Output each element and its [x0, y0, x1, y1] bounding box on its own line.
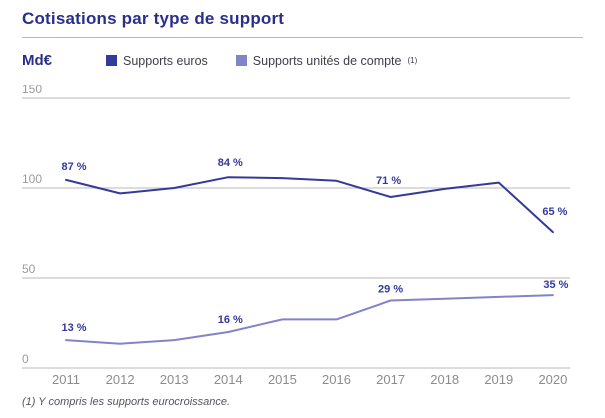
x-tick-label-2018: 2018	[430, 372, 459, 387]
x-tick-label-2016: 2016	[322, 372, 351, 387]
x-tick-label-2013: 2013	[160, 372, 189, 387]
legend-swatch-uc-icon	[235, 55, 247, 66]
x-tick-label-2019: 2019	[484, 372, 513, 387]
legend-swatch-euros-icon	[106, 55, 117, 66]
legend-label: Supports euros	[123, 53, 208, 68]
page-title: Cotisations par type de support	[22, 9, 285, 28]
point-label-1-2020: 35 %	[543, 279, 568, 291]
line-chart: 0 50 100 150 2011 2012 2013 2014 2015 2016 2017 201…	[0, 82, 605, 397]
legend: Supports euros Supports unités de compte…	[106, 54, 417, 68]
x-tick-label-2012: 2012	[106, 372, 135, 387]
series-line-0	[65, 176, 554, 234]
y-tick-label-150: 150	[22, 85, 42, 96]
x-tick-label-2014: 2014	[214, 372, 243, 387]
legend-footnote-ref: (1)	[407, 55, 418, 65]
chart-svg: 0 50 100 150 2011 2012 2013 2014 2015 2016 2017 201…	[22, 82, 570, 387]
title-divider	[22, 37, 583, 38]
x-tick-label-2015: 2015	[268, 372, 297, 387]
point-label-1-2017: 29 %	[378, 284, 403, 296]
y-axis-unit-label: Md€	[22, 52, 52, 69]
point-label-0-2014: 84 %	[218, 157, 243, 169]
series-line-1	[65, 294, 554, 345]
point-label-1-2014: 16 %	[218, 314, 243, 326]
legend-row: Md€ Supports euros Supports unités de co…	[22, 52, 583, 69]
legend-item-supports-euros: Supports euros	[106, 54, 208, 68]
x-tick-label-2011: 2011	[52, 372, 80, 387]
point-label-0-2017: 71 %	[376, 175, 401, 187]
x-tick-label-2020: 2020	[538, 372, 567, 387]
point-label-0-2020: 65 %	[542, 206, 567, 218]
y-tick-label-100: 100	[22, 172, 42, 186]
point-label-0-2011: 87 %	[61, 161, 86, 173]
y-tick-label-50: 50	[22, 262, 36, 276]
legend-label: Supports unités de compte	[252, 53, 402, 68]
point-label-1-2011: 13 %	[61, 322, 86, 334]
y-tick-label-0: 0	[22, 352, 29, 366]
footnote: (1) Y compris les supports eurocroissanc…	[22, 396, 231, 408]
x-tick-label-2017: 2017	[376, 372, 405, 387]
legend-item-supports-uc: Supports unités de compte (1)	[235, 53, 418, 68]
